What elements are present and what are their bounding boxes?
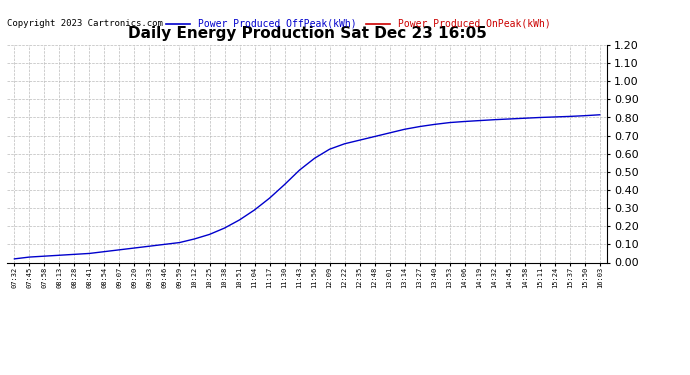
Title: Daily Energy Production Sat Dec 23 16:05: Daily Energy Production Sat Dec 23 16:05 <box>128 26 486 41</box>
Legend: Power Produced OffPeak(kWh), Power Produced OnPeak(kWh): Power Produced OffPeak(kWh), Power Produ… <box>162 15 555 33</box>
Text: Copyright 2023 Cartronics.com: Copyright 2023 Cartronics.com <box>7 19 163 28</box>
